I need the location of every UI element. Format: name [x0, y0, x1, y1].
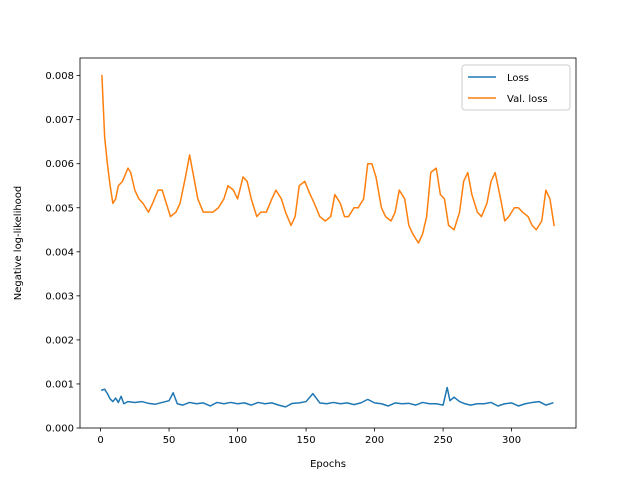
x-tick-label: 200	[365, 435, 384, 446]
y-tick-label: 0.003	[45, 291, 74, 302]
x-tick-label: 0	[97, 435, 103, 446]
legend: Loss Val. loss	[461, 64, 571, 111]
y-tick-label: 0.000	[45, 424, 74, 435]
x-tick-label: 50	[163, 435, 176, 446]
x-tick-label: 100	[228, 435, 247, 446]
y-tick-label: 0.001	[45, 379, 74, 390]
legend-label-val-loss: Val. loss	[507, 94, 548, 105]
series-layer	[100, 74, 555, 408]
x-tick-label: 250	[434, 435, 453, 446]
y-tick-label: 0.008	[45, 71, 74, 82]
y-tick-label: 0.002	[45, 335, 74, 346]
x-tick-label: 150	[297, 435, 316, 446]
axes-frame	[79, 57, 577, 429]
axes-spines	[79, 57, 577, 429]
x-tick-label: 300	[502, 435, 521, 446]
x-axis-ticks: 0 50 100 150 200 250 300	[97, 428, 521, 446]
legend-label-loss: Loss	[507, 73, 529, 84]
y-axis-label: Negative log-likelihood	[13, 186, 24, 301]
plot-area	[80, 58, 576, 428]
y-tick-label: 0.004	[45, 247, 74, 258]
y-axis-ticks: 0.000 0.001 0.002 0.003 0.004 0.005 0.006 0.007…	[45, 71, 80, 435]
y-tick-label: 0.006	[45, 159, 74, 170]
plot-background	[80, 58, 576, 428]
series-line-loss	[100, 386, 554, 408]
series-line-val-loss	[101, 74, 555, 244]
y-tick-label: 0.007	[45, 115, 74, 126]
x-axis-label: Epochs	[310, 459, 346, 470]
y-tick-label: 0.005	[45, 203, 74, 214]
